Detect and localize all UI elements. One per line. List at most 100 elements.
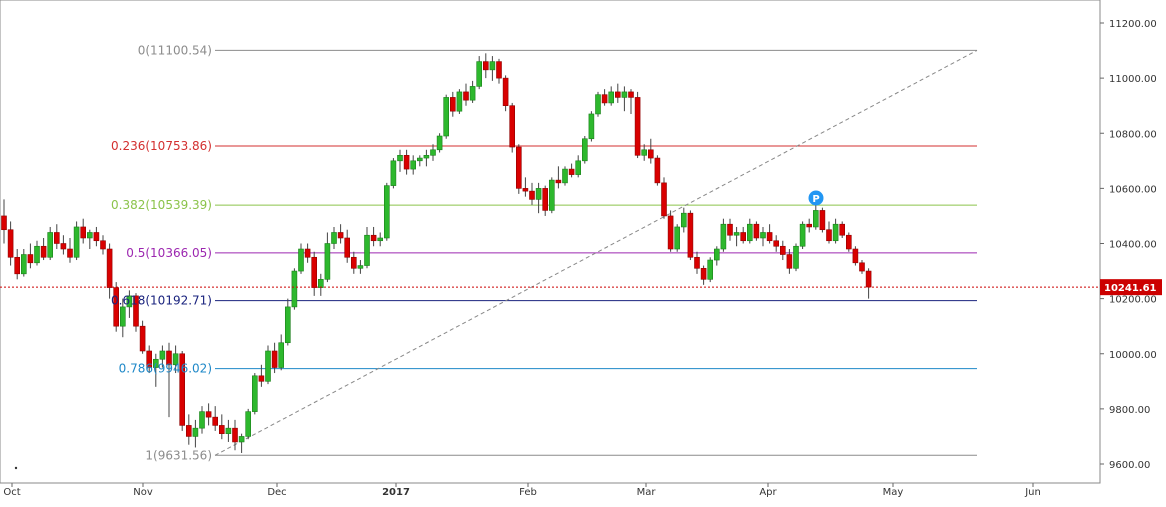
- candle-body: [542, 188, 549, 211]
- candle-body: [700, 268, 707, 280]
- candle-body: [337, 232, 344, 239]
- candle-body: [469, 86, 476, 101]
- candle-body: [238, 436, 245, 443]
- candle-body: [166, 350, 172, 366]
- candle-body: [779, 245, 786, 255]
- candle-body: [661, 182, 667, 217]
- candle-body: [93, 232, 100, 242]
- candle-body: [146, 350, 152, 368]
- x-tick-label: May: [883, 487, 904, 498]
- fibonacci-levels: [215, 49, 977, 456]
- candle-body: [47, 232, 54, 258]
- candle-body: [67, 248, 73, 258]
- candle-body: [449, 97, 456, 112]
- fib-level-label: 0.236(10753.86): [111, 139, 212, 153]
- candle-body: [509, 105, 516, 148]
- candle-body: [186, 425, 192, 437]
- candle-body: [284, 306, 291, 344]
- candle-body: [133, 295, 139, 327]
- candle-body: [298, 248, 304, 272]
- candle-body: [694, 256, 700, 269]
- candle-body: [608, 91, 615, 104]
- candle-body: [482, 61, 489, 71]
- fib-level-label: 0.618(10192.71): [111, 294, 212, 308]
- x-tick-label: Feb: [519, 487, 537, 498]
- y-tick-label: 11200.00: [1109, 19, 1157, 30]
- candle-body: [806, 223, 813, 228]
- candle-body: [799, 223, 806, 247]
- candles-layer: [1, 53, 872, 453]
- candle-body: [687, 212, 694, 258]
- candle-body: [120, 306, 126, 327]
- candle-body: [212, 416, 218, 426]
- candle-body: [311, 256, 318, 288]
- candle-body: [390, 160, 397, 186]
- candle-body: [416, 157, 423, 162]
- fib-level-label: 0(11100.54): [138, 43, 212, 57]
- candle-body: [786, 254, 793, 269]
- candle-body: [720, 223, 727, 250]
- candle-body: [331, 232, 337, 244]
- candle-body: [258, 375, 265, 382]
- candle-body: [199, 411, 205, 429]
- candle-body: [746, 223, 753, 242]
- x-tick-label: Mar: [637, 487, 657, 498]
- candle-body: [614, 91, 621, 98]
- candle-body: [568, 168, 575, 175]
- candle-body: [753, 223, 760, 239]
- candle-body: [53, 232, 60, 244]
- candle-body: [159, 350, 166, 360]
- x-axis: Oct Nov Dec 2017 Feb Mar Apr May Jun: [3, 466, 1041, 498]
- candle-body: [14, 256, 20, 275]
- candle-body: [350, 256, 357, 269]
- fibonacci-labels: 0(11100.54) 0.236(10753.86) 0.382(10539.39…: [111, 43, 212, 462]
- y-tick-label: 10600.00: [1109, 184, 1157, 195]
- candle-body: [324, 243, 331, 280]
- fib-level-label: 0.5(10366.05): [126, 246, 212, 260]
- candle-body: [727, 223, 733, 236]
- candle-body: [192, 427, 199, 437]
- candle-body: [502, 77, 509, 106]
- pivot-marker: [808, 190, 824, 206]
- candle-body: [410, 160, 417, 170]
- candle-body: [304, 248, 311, 258]
- x-tick-label: Oct: [3, 487, 20, 498]
- candle-body: [106, 248, 113, 288]
- candle-body: [674, 226, 681, 250]
- candle-body: [463, 91, 469, 101]
- candle-body: [555, 179, 562, 184]
- candle-body: [179, 353, 185, 426]
- y-tick-label: 10000.00: [1109, 350, 1157, 361]
- candle-body: [680, 212, 687, 228]
- candle-body: [73, 226, 80, 258]
- fib-trendline: [214, 49, 978, 456]
- candle-body: [383, 185, 390, 239]
- candle-body: [100, 240, 106, 250]
- y-axis: 9600.00 9800.00 10000.00 10200.00 10400.00 10…: [1100, 19, 1157, 471]
- y-tick-label: 11000.00: [1109, 74, 1157, 85]
- current-price-badge: [1100, 279, 1162, 296]
- fib-level-label: 1(9631.56): [145, 448, 212, 462]
- fib-level-label: 0.786(9946.02): [119, 362, 212, 376]
- candle-body: [601, 94, 608, 104]
- candle-body: [7, 229, 14, 258]
- candle-body: [793, 245, 799, 269]
- candle-body: [826, 229, 832, 242]
- axis-origin-dot: [14, 466, 18, 470]
- candle-body: [443, 97, 450, 137]
- pivot-marker-label: P: [812, 194, 819, 205]
- candle-body: [819, 210, 826, 231]
- candle-body: [225, 427, 232, 434]
- fib-level-label: 0.382(10539.39): [111, 198, 212, 212]
- candle-body: [1, 215, 7, 231]
- candle-body: [265, 350, 271, 382]
- candle-body: [423, 155, 430, 159]
- candle-body: [845, 234, 852, 250]
- candle-body: [515, 146, 522, 189]
- candle-body: [317, 279, 324, 288]
- candle-body: [595, 94, 601, 115]
- candle-body: [548, 179, 555, 211]
- candle-body: [436, 135, 443, 151]
- candle-body: [456, 91, 463, 112]
- candle-body: [205, 411, 212, 418]
